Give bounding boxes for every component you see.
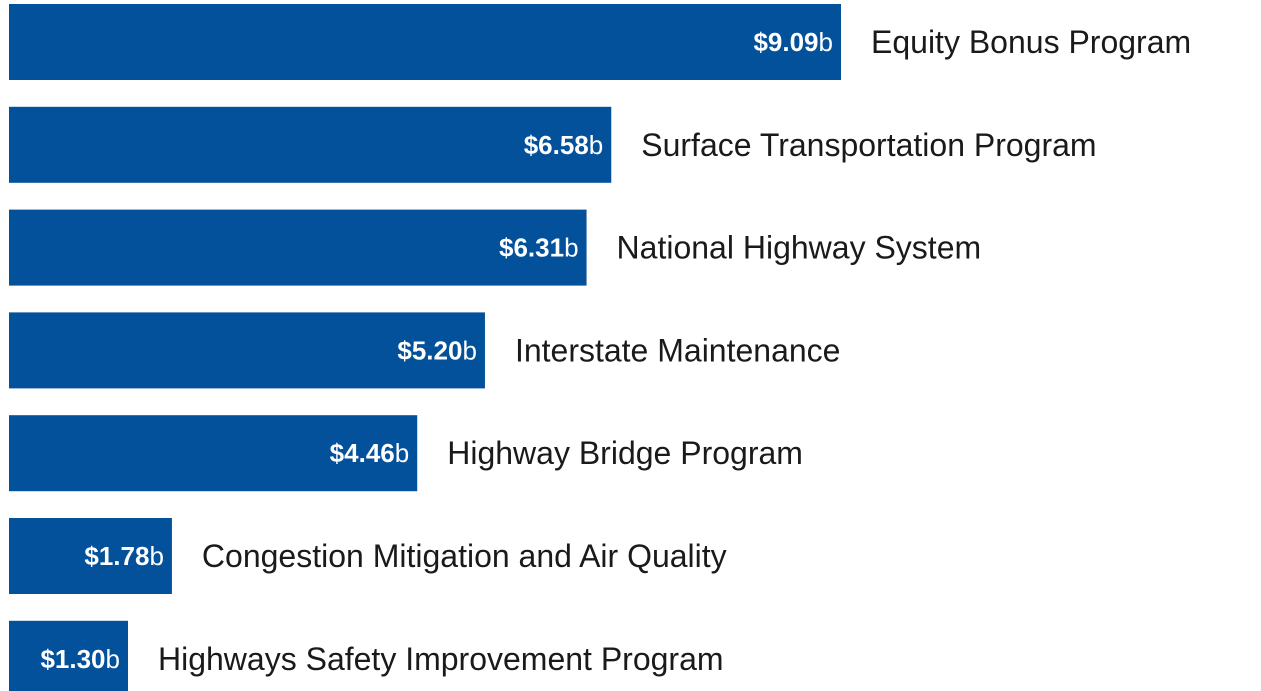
bar <box>9 415 418 492</box>
value-label: $1.30b <box>40 644 120 674</box>
value-label: $1.78b <box>84 541 164 571</box>
category-label: Highways Safety Improvement Program <box>158 641 724 677</box>
bar <box>9 209 587 286</box>
value-unit: b <box>149 541 163 571</box>
value-label: $5.20b <box>397 335 477 365</box>
category-label: National Highway System <box>617 230 982 266</box>
value-label: $9.09b <box>753 27 833 57</box>
value-unit: b <box>589 130 603 160</box>
value-unit: b <box>395 438 409 468</box>
bar <box>9 518 172 594</box>
category-label: Highway Bridge Program <box>447 435 803 471</box>
value-amount: $6.31 <box>499 233 564 263</box>
value-amount: $4.46 <box>330 438 395 468</box>
value-amount: $1.78 <box>84 541 149 571</box>
value-amount: $1.30 <box>40 644 105 674</box>
category-label: Interstate Maintenance <box>515 332 841 368</box>
value-amount: $9.09 <box>753 27 818 57</box>
bar <box>9 312 485 389</box>
category-label: Congestion Mitigation and Air Quality <box>202 538 727 574</box>
value-unit: b <box>819 27 833 57</box>
value-unit: b <box>106 644 120 674</box>
value-label: $4.46b <box>330 438 410 468</box>
bar <box>9 4 841 80</box>
category-label: Equity Bonus Program <box>871 24 1191 60</box>
bar <box>9 106 612 183</box>
value-label: $6.58b <box>524 130 604 160</box>
value-amount: $5.20 <box>397 335 462 365</box>
value-amount: $6.58 <box>524 130 589 160</box>
bar <box>9 620 128 691</box>
value-unit: b <box>462 335 476 365</box>
value-unit: b <box>564 233 578 263</box>
value-label: $6.31b <box>499 233 579 263</box>
category-label: Surface Transportation Program <box>641 127 1096 163</box>
